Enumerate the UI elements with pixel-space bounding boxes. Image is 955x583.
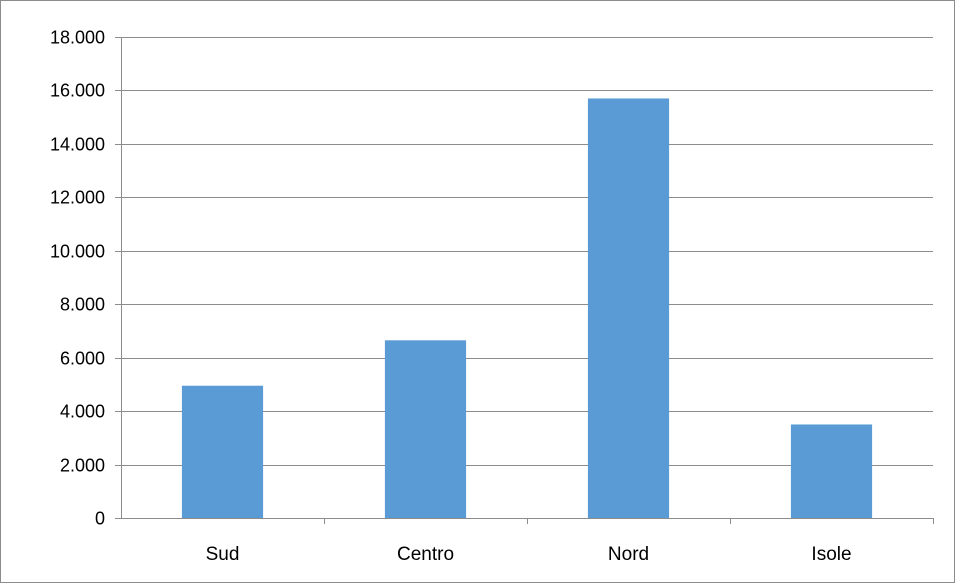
bar-sud bbox=[181, 385, 264, 518]
y-tick-label: 10.000 bbox=[50, 242, 105, 262]
y-tick-label: 2.000 bbox=[60, 456, 105, 476]
axes bbox=[115, 37, 934, 524]
y-tick-labels: 0 2.000 4.000 6.000 8.000 10.000 12.000 14.000 1… bbox=[50, 28, 105, 529]
bar-nord bbox=[587, 98, 670, 518]
y-tick-label: 18.000 bbox=[50, 28, 105, 48]
x-category-label: Isole bbox=[811, 544, 851, 565]
x-category-label: Nord bbox=[608, 544, 649, 565]
y-tick-label: 4.000 bbox=[60, 402, 105, 422]
x-category-label: Centro bbox=[397, 544, 454, 565]
y-tick-label: 14.000 bbox=[50, 135, 105, 155]
y-tick-label: 0 bbox=[95, 509, 105, 529]
y-tick-label: 12.000 bbox=[50, 188, 105, 208]
x-category-label: Sud bbox=[206, 544, 240, 565]
bar-centro bbox=[384, 340, 467, 518]
bar-isole bbox=[790, 424, 873, 518]
y-tick-label: 6.000 bbox=[60, 349, 105, 369]
x-category-labels: Sud Centro Nord Isole bbox=[206, 544, 852, 565]
y-tick-label: 8.000 bbox=[60, 295, 105, 315]
bars bbox=[181, 98, 873, 518]
y-tick-label: 16.000 bbox=[50, 81, 105, 101]
